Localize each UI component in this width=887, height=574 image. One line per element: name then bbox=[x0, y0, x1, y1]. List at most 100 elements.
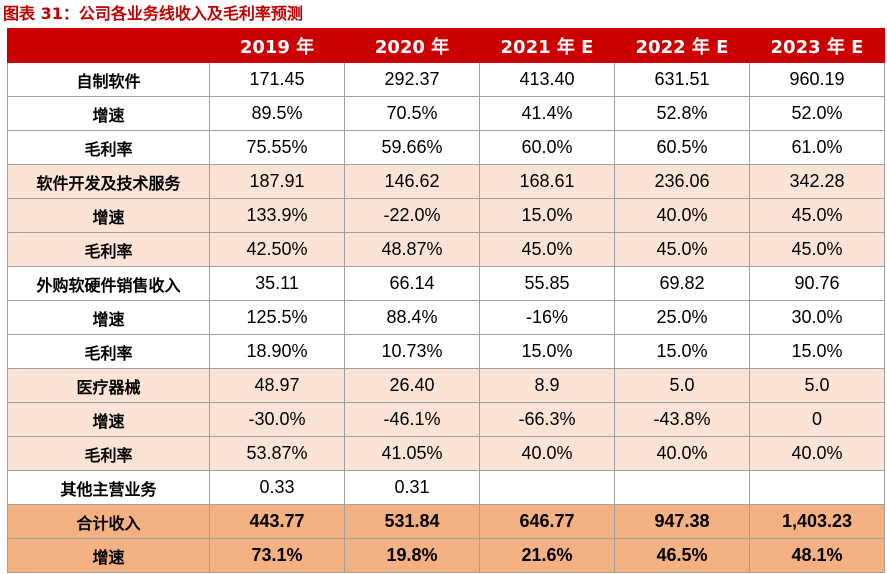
table-row: 毛利率 42.50% 48.87% 45.0% 45.0% 45.0% bbox=[7, 232, 885, 267]
table-row: 外购软硬件销售收入 35.11 66.14 55.85 69.82 90.76 bbox=[7, 266, 885, 301]
table-cell: 75.55% bbox=[209, 130, 345, 165]
table-cell: 60.5% bbox=[614, 130, 750, 165]
table-row: 毛利率 53.87% 41.05% 40.0% 40.0% 40.0% bbox=[7, 436, 885, 471]
table-cell: 45.0% bbox=[749, 198, 885, 233]
table-cell: 21.6% bbox=[479, 538, 615, 573]
table-cell: 0 bbox=[749, 402, 885, 437]
table-row: 增速 133.9% -22.0% 15.0% 40.0% 45.0% bbox=[7, 198, 885, 233]
table-cell: 52.8% bbox=[614, 96, 750, 131]
table-cell: 125.5% bbox=[209, 300, 345, 335]
table-cell: 413.40 bbox=[479, 62, 615, 97]
row-label: 增速 bbox=[7, 96, 210, 131]
row-label: 医疗器械 bbox=[7, 368, 210, 403]
table-cell: 292.37 bbox=[344, 62, 480, 97]
table-cell: 46.5% bbox=[614, 538, 750, 573]
table-cell: 15.0% bbox=[614, 334, 750, 369]
table-cell: 236.06 bbox=[614, 164, 750, 199]
header-cell-2020: 2020 年 bbox=[344, 28, 480, 63]
row-label: 毛利率 bbox=[7, 232, 210, 267]
table-cell: 8.9 bbox=[479, 368, 615, 403]
table-cell: 646.77 bbox=[479, 504, 615, 539]
row-label: 增速 bbox=[7, 402, 210, 437]
table-cell: 443.77 bbox=[209, 504, 345, 539]
table-cell: 342.28 bbox=[749, 164, 885, 199]
table-cell bbox=[479, 470, 615, 505]
table-cell: 53.87% bbox=[209, 436, 345, 471]
table-cell: 69.82 bbox=[614, 266, 750, 301]
table-cell: 48.87% bbox=[344, 232, 480, 267]
table-cell: 15.0% bbox=[479, 334, 615, 369]
table-cell: 947.38 bbox=[614, 504, 750, 539]
table-cell: 0.33 bbox=[209, 470, 345, 505]
table-cell: 48.97 bbox=[209, 368, 345, 403]
table-cell: 61.0% bbox=[749, 130, 885, 165]
table-row: 软件开发及技术服务 187.91 146.62 168.61 236.06 342.28 bbox=[7, 164, 885, 199]
row-label: 自制软件 bbox=[7, 62, 210, 97]
row-label: 合计收入 bbox=[7, 504, 210, 539]
table-cell: 25.0% bbox=[614, 300, 750, 335]
table-row: 增速 89.5% 70.5% 41.4% 52.8% 52.0% bbox=[7, 96, 885, 131]
header-cell-2019: 2019 年 bbox=[209, 28, 345, 63]
table-cell: -22.0% bbox=[344, 198, 480, 233]
table-cell: 60.0% bbox=[479, 130, 615, 165]
row-label: 增速 bbox=[7, 538, 210, 573]
table-cell: 10.73% bbox=[344, 334, 480, 369]
table-cell: 40.0% bbox=[479, 436, 615, 471]
table-cell: 168.61 bbox=[479, 164, 615, 199]
table-cell: 0.31 bbox=[344, 470, 480, 505]
table-cell: 55.85 bbox=[479, 266, 615, 301]
table-cell: 5.0 bbox=[749, 368, 885, 403]
row-label: 外购软硬件销售收入 bbox=[7, 266, 210, 301]
table-row: 毛利率 18.90% 10.73% 15.0% 15.0% 15.0% bbox=[7, 334, 885, 369]
table-cell: 631.51 bbox=[614, 62, 750, 97]
table-cell: 70.5% bbox=[344, 96, 480, 131]
table-cell: 19.8% bbox=[344, 538, 480, 573]
forecast-table: 2019 年 2020 年 2021 年 E 2022 年 E 2023 年 E… bbox=[7, 28, 885, 573]
table-cell: -46.1% bbox=[344, 402, 480, 437]
table-cell: 146.62 bbox=[344, 164, 480, 199]
row-label: 其他主营业务 bbox=[7, 470, 210, 505]
table-cell: 35.11 bbox=[209, 266, 345, 301]
table-cell: 41.05% bbox=[344, 436, 480, 471]
table-row: 毛利率 75.55% 59.66% 60.0% 60.5% 61.0% bbox=[7, 130, 885, 165]
table-cell: -30.0% bbox=[209, 402, 345, 437]
table-cell: 42.50% bbox=[209, 232, 345, 267]
table-cell: 1,403.23 bbox=[749, 504, 885, 539]
table-cell: 73.1% bbox=[209, 538, 345, 573]
table-cell: -66.3% bbox=[479, 402, 615, 437]
header-cell-empty bbox=[7, 28, 210, 63]
table-cell: 133.9% bbox=[209, 198, 345, 233]
header-row: 2019 年 2020 年 2021 年 E 2022 年 E 2023 年 E bbox=[7, 28, 885, 63]
table-cell: 30.0% bbox=[749, 300, 885, 335]
table-cell: 5.0 bbox=[614, 368, 750, 403]
table-cell: 41.4% bbox=[479, 96, 615, 131]
table-cell: 52.0% bbox=[749, 96, 885, 131]
table-cell bbox=[749, 470, 885, 505]
table-cell: -43.8% bbox=[614, 402, 750, 437]
table-cell bbox=[614, 470, 750, 505]
table-row: 医疗器械 48.97 26.40 8.9 5.0 5.0 bbox=[7, 368, 885, 403]
table-cell: 45.0% bbox=[614, 232, 750, 267]
table-cell: 48.1% bbox=[749, 538, 885, 573]
table-cell: 26.40 bbox=[344, 368, 480, 403]
figure-title: 图表 31：公司各业务线收入及毛利率预测 bbox=[3, 4, 303, 23]
row-label: 毛利率 bbox=[7, 334, 210, 369]
table-row: 增速 125.5% 88.4% -16% 25.0% 30.0% bbox=[7, 300, 885, 335]
table-cell: 960.19 bbox=[749, 62, 885, 97]
row-label: 软件开发及技术服务 bbox=[7, 164, 210, 199]
table-cell: 90.76 bbox=[749, 266, 885, 301]
table-cell: 15.0% bbox=[749, 334, 885, 369]
table-row: 其他主营业务 0.33 0.31 bbox=[7, 470, 885, 505]
row-label: 增速 bbox=[7, 300, 210, 335]
table-row: 合计收入 443.77 531.84 646.77 947.38 1,403.23 bbox=[7, 504, 885, 539]
table-row: 增速 73.1% 19.8% 21.6% 46.5% 48.1% bbox=[7, 538, 885, 573]
table-cell: 171.45 bbox=[209, 62, 345, 97]
header-cell-2021e: 2021 年 E bbox=[479, 28, 615, 63]
table-cell: 40.0% bbox=[614, 436, 750, 471]
header-cell-2023e: 2023 年 E bbox=[749, 28, 885, 63]
table-row: 增速 -30.0% -46.1% -66.3% -43.8% 0 bbox=[7, 402, 885, 437]
table-cell: 88.4% bbox=[344, 300, 480, 335]
row-label: 毛利率 bbox=[7, 436, 210, 471]
table-cell: -16% bbox=[479, 300, 615, 335]
table-cell: 40.0% bbox=[749, 436, 885, 471]
